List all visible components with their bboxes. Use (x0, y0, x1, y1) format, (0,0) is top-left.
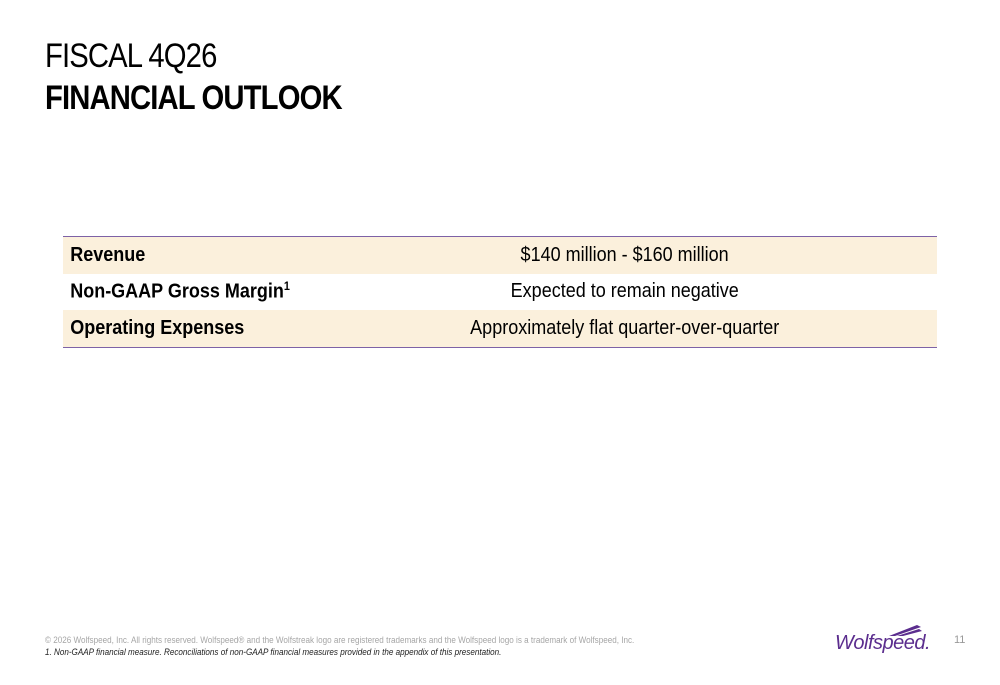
slide-title: FISCAL 4Q26 FINANCIAL OUTLOOK (45, 36, 390, 120)
row-value: $140 million - $160 million (520, 243, 730, 266)
slide-title-period: FISCAL 4Q26 (45, 37, 217, 75)
row-label: Non-GAAP Gross Margin1 (70, 279, 290, 304)
outlook-table: Revenue $140 million - $160 million Non-… (63, 236, 937, 348)
row-value: Expected to remain negative (510, 280, 740, 303)
footer: © 2026 Wolfspeed, Inc. All rights reserv… (45, 635, 700, 657)
wolfstreak-icon (889, 625, 922, 636)
slide-title-heading: FINANCIAL OUTLOOK (45, 79, 343, 117)
wolfstreak-logo-icon: Wolfspeed. (835, 623, 931, 657)
row-label: Revenue (70, 243, 146, 266)
table-row: Non-GAAP Gross Margin1 Expected to remai… (63, 274, 937, 311)
row-value: Approximately flat quarter-over-quarter (470, 316, 780, 339)
footnote: 1. Non-GAAP financial measure. Reconcili… (45, 647, 502, 657)
table-row: Revenue $140 million - $160 million (63, 237, 937, 274)
row-label: Operating Expenses (70, 316, 245, 339)
table-row: Operating Expenses Approximately flat qu… (63, 310, 937, 347)
logo-wordmark: Wolfspeed. (835, 632, 931, 654)
footnote-marker: 1 (283, 279, 290, 294)
copyright-notice: © 2026 Wolfspeed, Inc. All rights reserv… (45, 635, 635, 645)
page-number: 11 (954, 634, 966, 646)
